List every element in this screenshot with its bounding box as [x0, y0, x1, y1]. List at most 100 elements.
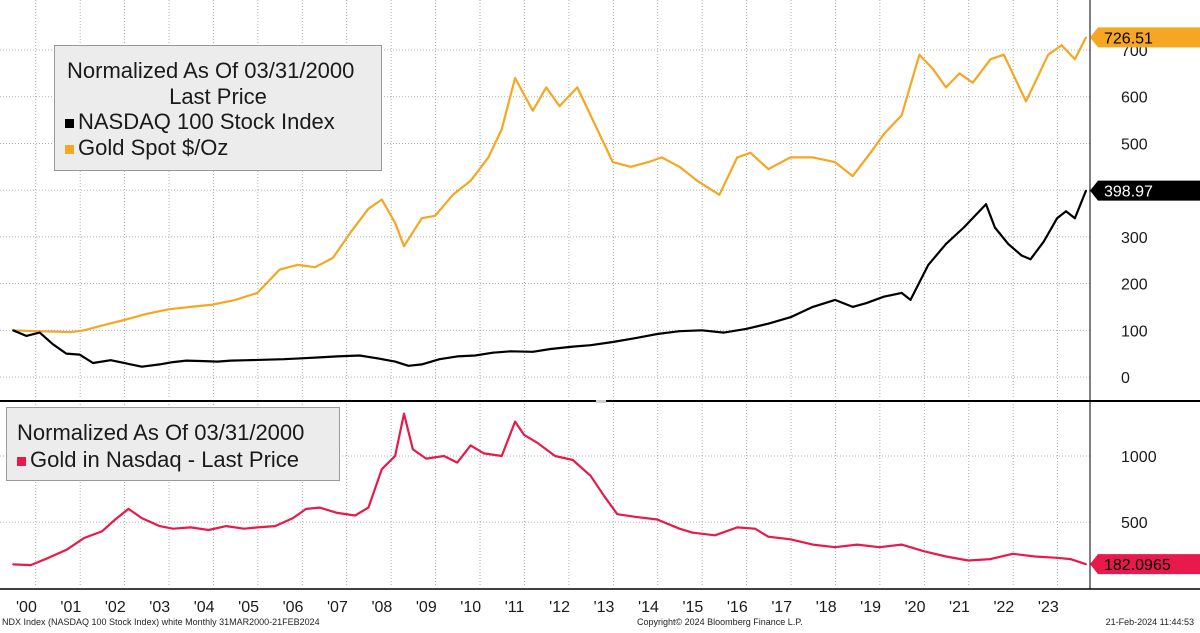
gold-series-point — [332, 257, 334, 259]
nasdaq-series-point — [78, 353, 81, 356]
gold-series-point — [971, 81, 974, 84]
gold-series-point — [749, 151, 752, 154]
nasdaq-series-point — [336, 355, 339, 358]
gold-series-point — [945, 86, 947, 89]
gold-series-point — [767, 168, 770, 171]
gold-series-point — [394, 221, 396, 224]
nasdaq-series-point — [109, 359, 112, 362]
nasdaq-series-point — [700, 329, 703, 332]
nasdaq-series-point — [909, 299, 912, 301]
nasdaq-series-point — [283, 358, 285, 361]
nasdaq-series-point — [962, 226, 965, 229]
gold-series-point — [585, 105, 588, 107]
nasdaq-series-point — [531, 350, 534, 353]
gold-in-nasdaq-series-point — [811, 543, 814, 546]
top-panel-legend: Normalized As Of 03/31/2000 Last Price N… — [54, 45, 382, 171]
gold-in-nasdaq-series-point — [412, 448, 414, 451]
gold-in-nasdaq-series-point — [274, 525, 276, 527]
gold-series-point — [256, 292, 259, 294]
nasdaq-series-point — [172, 361, 174, 363]
gold-in-nasdaq-series-point — [456, 461, 459, 464]
gold-in-nasdaq-series-point — [922, 550, 925, 553]
gold-in-nasdaq-series-point — [127, 508, 130, 510]
gold-in-nasdaq-series-point — [12, 563, 14, 566]
gold-in-nasdaq-series-point — [945, 555, 947, 558]
y-tick-label-top: 500 — [1121, 136, 1148, 153]
gold-in-nasdaq-series-point — [140, 517, 143, 519]
gold-in-nasdaq-series-point — [754, 527, 756, 530]
nasdaq-series-point — [1065, 210, 1067, 213]
gold-series-last-value-tag — [1090, 27, 1200, 48]
gold-series-point — [545, 86, 548, 89]
gold-in-nasdaq-series-point — [878, 546, 881, 549]
gold-series-last-value-label: 726.51 — [1104, 30, 1153, 47]
y-tick-label-top: 0 — [1121, 370, 1130, 387]
x-tick-label: '19 — [860, 599, 881, 616]
gold-series-point — [1002, 53, 1005, 56]
x-tick-label: '18 — [816, 599, 837, 616]
nasdaq-series-point — [571, 345, 574, 348]
gold-series-point — [696, 179, 699, 182]
gold-in-nasdaq-series-point — [1069, 558, 1072, 560]
gold-in-nasdaq-series-point — [514, 420, 516, 423]
nasdaq-series-point — [900, 292, 903, 294]
gold-series-point — [834, 161, 836, 164]
gold-series-point — [69, 331, 72, 334]
x-tick-label: '15 — [682, 599, 703, 616]
x-tick-label: '05 — [238, 599, 259, 616]
nasdaq-series-line — [12, 190, 1088, 368]
nasdaq-series-point — [549, 348, 552, 350]
gold-in-nasdaq-series-point — [292, 517, 294, 519]
nasdaq-series-point — [1056, 217, 1058, 220]
gold-series-point — [603, 142, 605, 145]
gold-in-nasdaq-series-point — [225, 525, 228, 527]
x-tick-label: '17 — [771, 599, 792, 616]
nasdaq-series-point — [811, 306, 814, 308]
x-tick-label: '23 — [1038, 599, 1059, 616]
gold-in-nasdaq-series-point — [967, 559, 970, 562]
gold-series-point — [851, 175, 854, 178]
gold-in-nasdaq-series-point — [172, 527, 174, 530]
gold-series-point — [189, 306, 192, 308]
gold-in-nasdaq-series-point — [114, 518, 117, 521]
gold-series-point — [647, 161, 650, 164]
gold-in-nasdaq-series-point — [318, 506, 321, 509]
legend-entry-gold-in-nasdaq: Gold in Nasdaq - Last Price — [17, 449, 299, 471]
gold-in-nasdaq-series-point — [900, 543, 903, 546]
gold-in-nasdaq-series-point — [1085, 563, 1087, 566]
x-tick-label: '11 — [505, 599, 525, 616]
x-tick-label: '13 — [594, 599, 615, 616]
nasdaq-series-point — [1007, 243, 1010, 245]
x-tick-label: '06 — [283, 599, 304, 616]
gold-in-nasdaq-series-point — [1011, 552, 1014, 555]
gold-series-point — [931, 67, 934, 70]
nasdaq-series-point — [1074, 217, 1076, 220]
gold-series-point — [212, 303, 214, 306]
gold-in-nasdaq-series-point — [536, 441, 539, 444]
gold-in-nasdaq-series-point — [469, 444, 472, 447]
panel-resize-handle — [596, 400, 606, 403]
nasdaq-series-point — [789, 316, 792, 319]
nasdaq-series-last-value-label: 398.97 — [1104, 184, 1153, 201]
nasdaq-series-point — [394, 360, 396, 363]
y-tick-label-top: 600 — [1121, 90, 1148, 107]
gold-series-point — [101, 324, 103, 327]
nasdaq-series-point — [656, 333, 659, 335]
nasdaq-series-point — [376, 357, 379, 360]
gold-series-point — [869, 151, 872, 154]
gold-series-point — [1034, 81, 1036, 84]
nasdaq-series-point — [1085, 189, 1087, 192]
nasdaq-series-point — [12, 329, 14, 332]
gold-in-nasdaq-series-point — [83, 537, 85, 539]
gold-series-point — [629, 165, 632, 168]
nasdaq-series-point — [767, 322, 770, 325]
nasdaq-series-point — [216, 360, 219, 363]
nasdaq-series-point — [1029, 258, 1032, 261]
gold-in-nasdaq-series-last-value-tag — [1090, 554, 1200, 575]
y-tick-label-top: 200 — [1121, 277, 1148, 294]
x-tick-label: '03 — [149, 599, 170, 616]
x-tick-label: '10 — [460, 599, 481, 616]
legend-entry-nasdaq: NASDAQ 100 Stock Index — [65, 111, 335, 133]
gold-series-point — [145, 313, 148, 315]
x-tick-label: '14 — [638, 599, 659, 616]
